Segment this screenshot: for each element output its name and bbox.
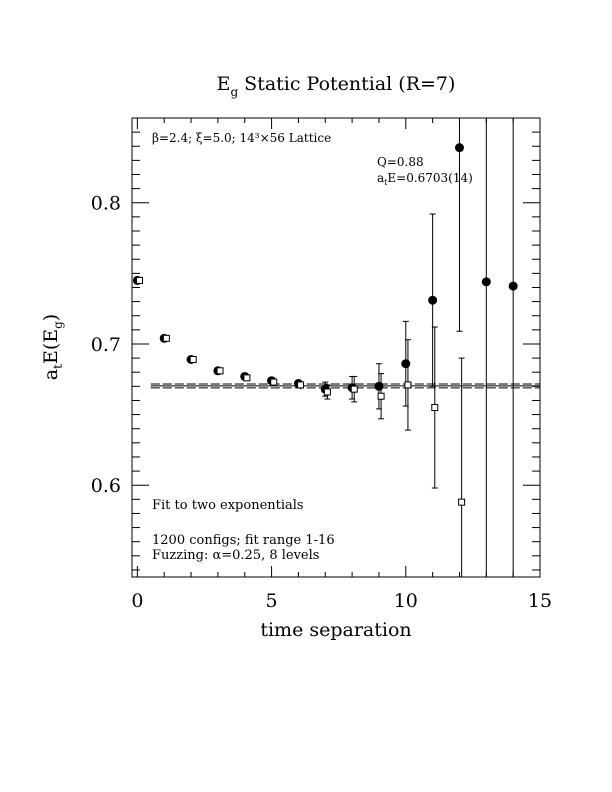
y-axis-label: atE(Eg) xyxy=(40,314,65,380)
data-point-circle xyxy=(428,295,438,305)
y-tick-label: 0.6 xyxy=(91,475,121,497)
data-point-square xyxy=(404,381,412,389)
data-point-square xyxy=(216,367,224,375)
annotation-fit-subscript: t xyxy=(384,178,388,187)
y-label-subscript-1: t xyxy=(51,364,65,369)
note-configs: 1200 configs; fit range 1-16 xyxy=(152,533,335,548)
annotation-fit-value: atE=0.6703(14) xyxy=(377,171,473,187)
tick-labels: 0 5 10 15 0.6 0.7 0.8 xyxy=(91,193,552,612)
data-point-square xyxy=(162,334,170,342)
data-point-circle xyxy=(481,277,491,287)
data-point-square xyxy=(270,378,278,386)
y-label-main: a xyxy=(40,369,62,380)
y-tick-label: 0.7 xyxy=(91,334,121,356)
title-subscript: g xyxy=(230,85,238,99)
data-point-square xyxy=(243,374,251,382)
x-tick-label: 0 xyxy=(131,590,143,612)
annotation-fit-main: a xyxy=(377,171,384,185)
y-tick-label: 0.8 xyxy=(91,193,121,215)
data-point-circle xyxy=(508,281,518,291)
data-point-square xyxy=(377,392,385,400)
data-point-circle xyxy=(374,381,384,391)
data-point-square xyxy=(297,381,305,389)
title-rest: Static Potential (R=7) xyxy=(238,73,455,95)
data-point-circle xyxy=(454,143,464,153)
chart-title: Eg Static Potential (R=7) xyxy=(217,73,456,99)
fit-lines xyxy=(150,383,540,389)
x-tick-label: 10 xyxy=(394,590,418,612)
data-point-square xyxy=(458,498,466,506)
annotation-fit-rest: E=0.6703(14) xyxy=(387,171,472,185)
x-tick-label: 5 xyxy=(266,590,278,612)
data-markers xyxy=(132,143,518,506)
title-main: E xyxy=(217,73,231,95)
data-point-square xyxy=(136,276,144,284)
plot-frame xyxy=(131,117,541,578)
data-point-circle xyxy=(401,359,411,369)
annotation-lattice: β=2.4; ξ=5.0; 14³×56 Lattice xyxy=(152,131,331,145)
data-point-square xyxy=(350,385,358,393)
y-label-end: ) xyxy=(40,314,62,321)
annotation-q: Q=0.88 xyxy=(377,155,424,169)
data-point-square xyxy=(323,388,331,396)
data-point-square xyxy=(189,356,197,364)
x-tick-label: 15 xyxy=(528,590,552,612)
axis-ticks xyxy=(132,118,541,577)
note-fit: Fit to two exponentials xyxy=(152,498,304,513)
data-point-square xyxy=(431,404,439,412)
note-fuzzing: Fuzzing: α=0.25, 8 levels xyxy=(152,548,319,563)
x-axis-label: time separation xyxy=(260,619,411,641)
y-label-subscript-2: g xyxy=(51,321,65,329)
y-label-mid: E(E xyxy=(40,329,62,364)
